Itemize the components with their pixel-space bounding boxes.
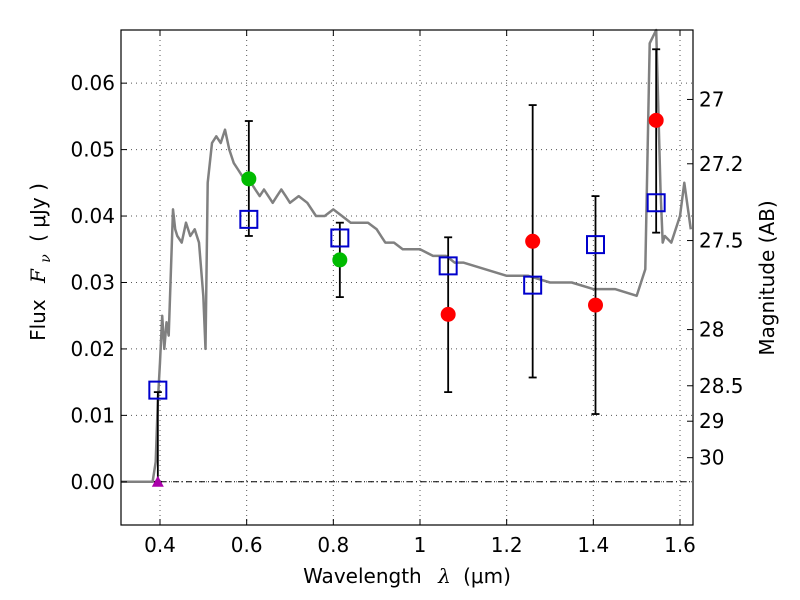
- upper-limit-point: [151, 475, 164, 487]
- synthetic-point: [646, 193, 666, 213]
- mag-tick-label: 27.2: [699, 152, 744, 176]
- mag-tick-label: 29: [699, 409, 724, 433]
- y-axis-title-subscript: ν: [38, 254, 54, 263]
- observed-point: [588, 297, 603, 313]
- plot-frame: [120, 29, 694, 526]
- synthetic-point: [239, 209, 259, 229]
- x-axis-title-text: Wavelength: [303, 564, 422, 588]
- x-tick-label: 1.6: [664, 533, 696, 557]
- y-tick-label: 0.00: [70, 470, 115, 494]
- observed-point: [648, 112, 664, 128]
- y-tick-label: 0.05: [70, 138, 115, 162]
- mag-tick-label: 30: [699, 446, 724, 470]
- synthetic-point: [330, 228, 350, 248]
- ground-point: [241, 171, 257, 187]
- mag-tick-label: 28.5: [699, 374, 744, 398]
- y-axis-title-text: Flux: [26, 299, 50, 341]
- x-axis-title-unit: (μm): [463, 564, 511, 588]
- x-tick-label: 0.8: [317, 533, 349, 557]
- y-tick-label: 0.03: [70, 270, 115, 294]
- y-tick-label: 0.04: [70, 204, 115, 228]
- y-axis-title: Flux F ν ( μJy ): [26, 183, 55, 341]
- y2-axis-title: Magnitude (AB): [755, 200, 779, 355]
- x-tick-label: 1: [414, 533, 427, 557]
- observed-point: [525, 233, 541, 249]
- synthetic-point: [148, 380, 168, 400]
- x-axis-title-symbol: λ: [437, 564, 451, 588]
- ground-point: [332, 252, 348, 268]
- y-tick-label: 0.06: [70, 71, 115, 95]
- model-sed-line: [121, 28, 693, 484]
- y-tick-label: 0.02: [70, 337, 115, 361]
- synthetic-point: [586, 235, 605, 255]
- data-marks: [148, 48, 666, 487]
- synthetic-point: [438, 256, 458, 276]
- x-tick-label: 1.4: [577, 533, 609, 557]
- axis-ticks: 0.4 0.6 0.8 1 1.2 1.4 1.6 0.00 0.01 0.02 0.03 0.04 0…: [70, 30, 744, 557]
- x-tick-label: 0.4: [144, 533, 176, 557]
- plot-background: [121, 30, 693, 525]
- synthetic-point: [523, 275, 543, 295]
- observed-point: [440, 306, 456, 322]
- y-axis-title-unit: ( μJy ): [26, 183, 50, 242]
- mag-tick-label: 27: [699, 87, 724, 111]
- x-tick-label: 0.6: [231, 533, 263, 557]
- x-tick-label: 1.2: [491, 533, 523, 557]
- y-axis-title-symbol: F: [26, 268, 50, 284]
- mag-tick-label: 28: [699, 318, 724, 342]
- y-tick-label: 0.01: [70, 403, 115, 427]
- mag-tick-label: 27.5: [699, 229, 744, 253]
- x-axis-title: Wavelength λ (μm): [303, 564, 511, 588]
